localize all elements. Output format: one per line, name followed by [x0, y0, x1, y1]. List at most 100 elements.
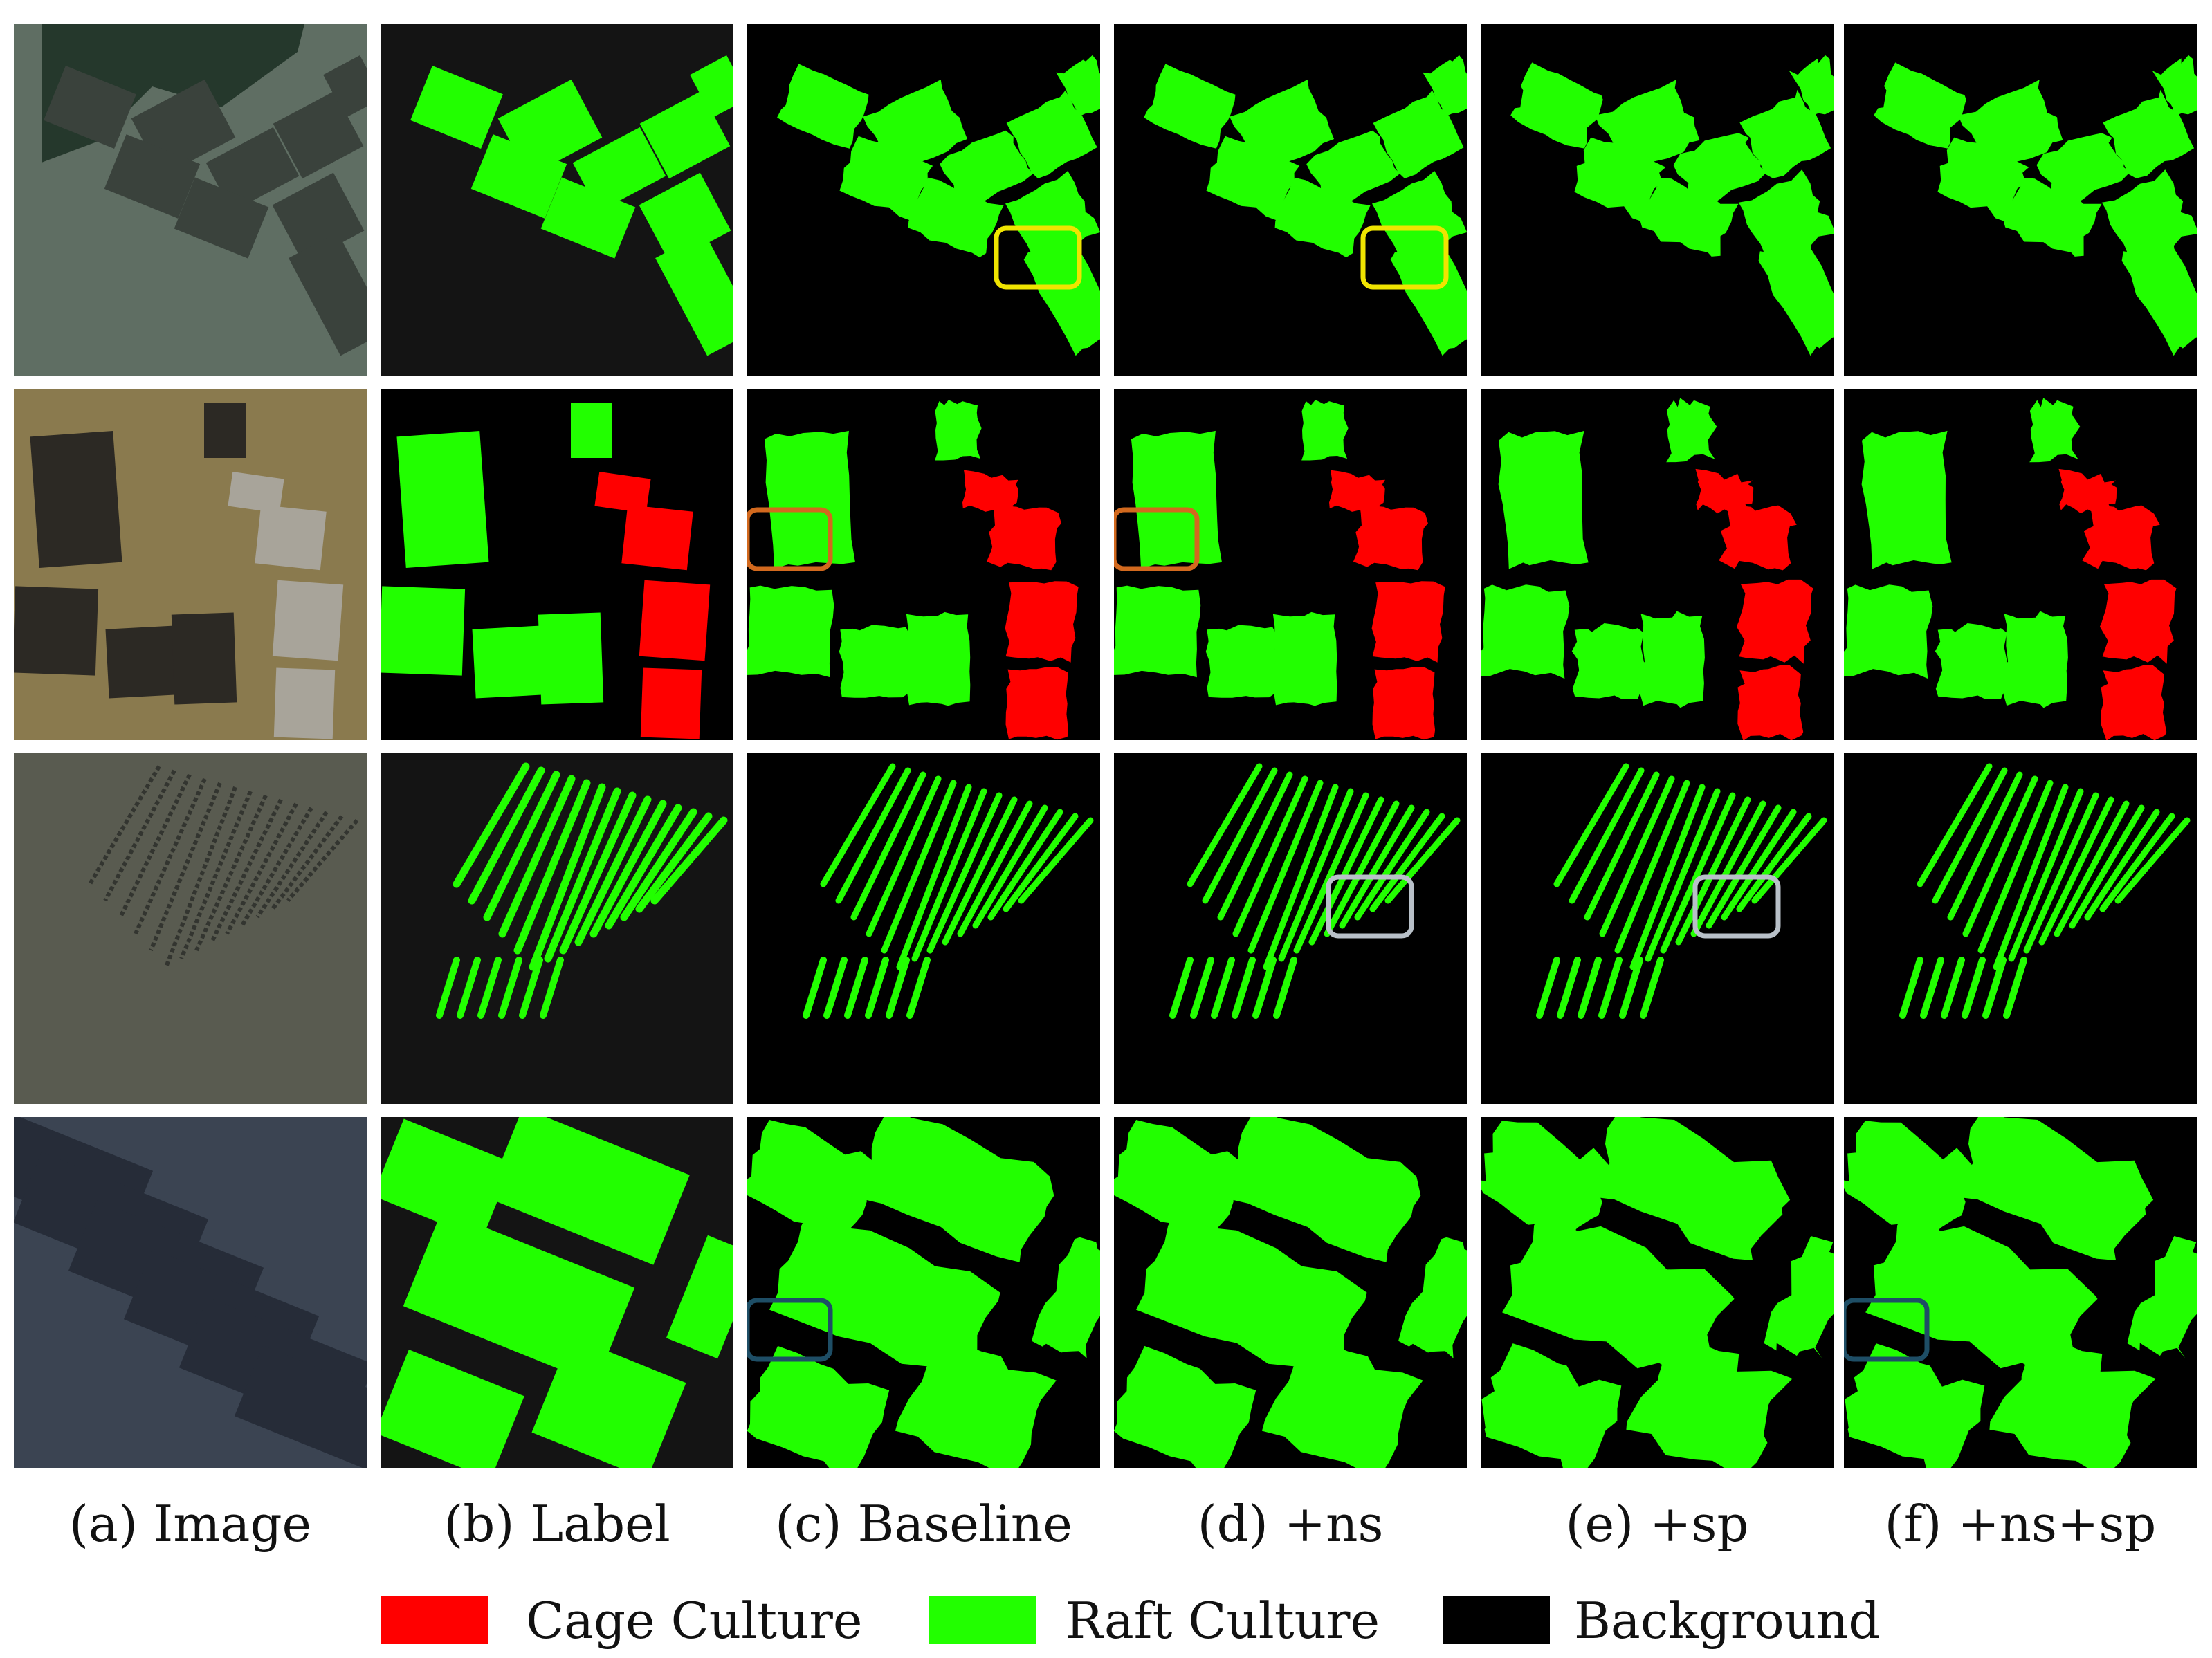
- raft-culture-region: [895, 1341, 1057, 1468]
- caption-image: (a) Image: [68, 1495, 312, 1553]
- raft-culture-strip: [896, 784, 972, 970]
- raft-culture-region: [1574, 137, 1666, 222]
- raft-culture-strip: [2084, 809, 2160, 921]
- raft-culture-region: [2003, 178, 2102, 257]
- culture-strip: [240, 807, 313, 927]
- raft-culture-region: [1114, 1345, 1256, 1468]
- legend-swatch-raft: [929, 1596, 1036, 1644]
- raft-culture-strip: [1339, 804, 1415, 929]
- raft-culture-region: [1865, 1206, 2098, 1387]
- raft-culture-region: [1006, 90, 1097, 178]
- raft-culture-strip: [605, 804, 682, 930]
- raft-culture-strip: [865, 957, 889, 1019]
- raft-culture-region: [747, 585, 834, 678]
- highlight-box: [1326, 874, 1414, 939]
- raft-culture-region: [1206, 136, 1300, 221]
- raft-culture-region: [1498, 430, 1589, 569]
- raft-culture-strip: [1598, 957, 1623, 1019]
- cage-culture-region: [1719, 500, 1797, 571]
- panel-row-3-image: [14, 753, 367, 1104]
- raft-culture-region: [1144, 64, 1236, 149]
- raft-culture-region: [2103, 89, 2195, 178]
- raft-culture-strip: [513, 779, 591, 955]
- raft-culture-strip: [519, 957, 543, 1019]
- raft-culture-strip: [1263, 784, 1339, 970]
- raft-culture-region: [690, 55, 733, 118]
- raft-culture-strip: [1536, 957, 1560, 1019]
- culture-strip: [271, 815, 344, 910]
- raft-culture-strip: [468, 766, 545, 905]
- raft-culture-region: [1271, 611, 1337, 706]
- cage-culture-region: [1371, 581, 1445, 663]
- raft-culture-region: [2152, 55, 2197, 116]
- raft-culture-region: [1989, 1338, 2156, 1468]
- raft-culture-region: [1032, 1237, 1100, 1358]
- raft-culture-region: [1789, 55, 1834, 116]
- raft-culture-region: [1510, 62, 1603, 149]
- raft-culture-region: [1481, 1343, 1622, 1468]
- raft-culture-strip: [477, 957, 502, 1019]
- raft-culture-region: [572, 127, 666, 212]
- panel-row-3-ns-sp: [1844, 753, 2197, 1104]
- panel-row-3-label: [381, 753, 733, 1104]
- raft-culture-strip: [1920, 957, 1944, 1019]
- raft-culture-region: [1571, 623, 1645, 699]
- raft-culture-region: [381, 1118, 513, 1240]
- raft-culture-region: [1135, 1208, 1367, 1385]
- raft-culture-region: [1845, 1343, 1985, 1468]
- cage-culture-region: [962, 470, 1018, 514]
- cage-culture-region: [639, 580, 711, 661]
- raft-culture-strip: [483, 771, 560, 921]
- panel-row-1-ns-sp: [1844, 24, 2197, 376]
- raft-culture-region: [2029, 398, 2081, 463]
- raft-culture-strip: [835, 767, 911, 904]
- raft-culture-region: [1423, 55, 1467, 117]
- raft-culture-strip: [1247, 780, 1324, 954]
- raft-culture-strip: [1273, 957, 1297, 1019]
- cage-culture-region: [1329, 470, 1385, 514]
- raft-culture-strip: [1190, 957, 1214, 1019]
- raft-culture-strip: [2069, 804, 2145, 929]
- raft-culture-strip: [1941, 957, 1965, 1019]
- raft-culture-strip: [529, 783, 606, 971]
- cage-culture-region: [1005, 667, 1069, 740]
- raft-culture-region: [538, 612, 604, 705]
- raft-culture-strip: [850, 771, 926, 921]
- raft-culture-region: [1481, 1121, 1610, 1244]
- culture-strip: [88, 765, 161, 885]
- raft-culture-region: [1114, 1120, 1245, 1239]
- panel-row-1-baseline: [747, 24, 1100, 376]
- raft-culture-strip: [1640, 957, 1664, 1019]
- panel-row-2-baseline: [747, 389, 1100, 740]
- panel-row-2-label: [381, 389, 733, 740]
- raft-culture-strip: [544, 787, 621, 963]
- raft-culture-strip: [1706, 804, 1782, 929]
- raft-culture-strip: [803, 957, 827, 1019]
- raft-culture-strip: [1202, 767, 1278, 904]
- highlight-box: [1360, 225, 1449, 290]
- raft-culture-strip: [1660, 792, 1736, 954]
- raft-culture-strip: [2099, 813, 2175, 912]
- raft-culture-strip: [926, 792, 1003, 954]
- raft-culture-strip: [589, 800, 667, 938]
- raft-culture-region: [531, 1336, 686, 1468]
- raft-culture-strip: [972, 804, 1048, 929]
- raft-culture-region: [666, 1235, 733, 1359]
- cage-culture-region: [621, 504, 693, 571]
- raft-culture-strip: [1003, 813, 1079, 912]
- raft-culture-region: [1844, 1121, 1973, 1244]
- culture-patch: [289, 232, 367, 356]
- cage-culture-region: [640, 667, 702, 739]
- panel-row-4-image: [14, 1117, 367, 1468]
- panel-row-3-ns: [1114, 753, 1467, 1104]
- raft-culture-region: [1666, 398, 1717, 463]
- raft-culture-region: [769, 1208, 1000, 1385]
- panel-row-4-ns: [1114, 1117, 1467, 1468]
- raft-culture-strip: [1751, 817, 1827, 904]
- legend-swatch-background: [1443, 1596, 1550, 1644]
- culture-patch: [30, 431, 122, 568]
- raft-culture-region: [396, 431, 489, 568]
- raft-culture-region: [1301, 400, 1349, 461]
- culture-patch: [171, 612, 237, 705]
